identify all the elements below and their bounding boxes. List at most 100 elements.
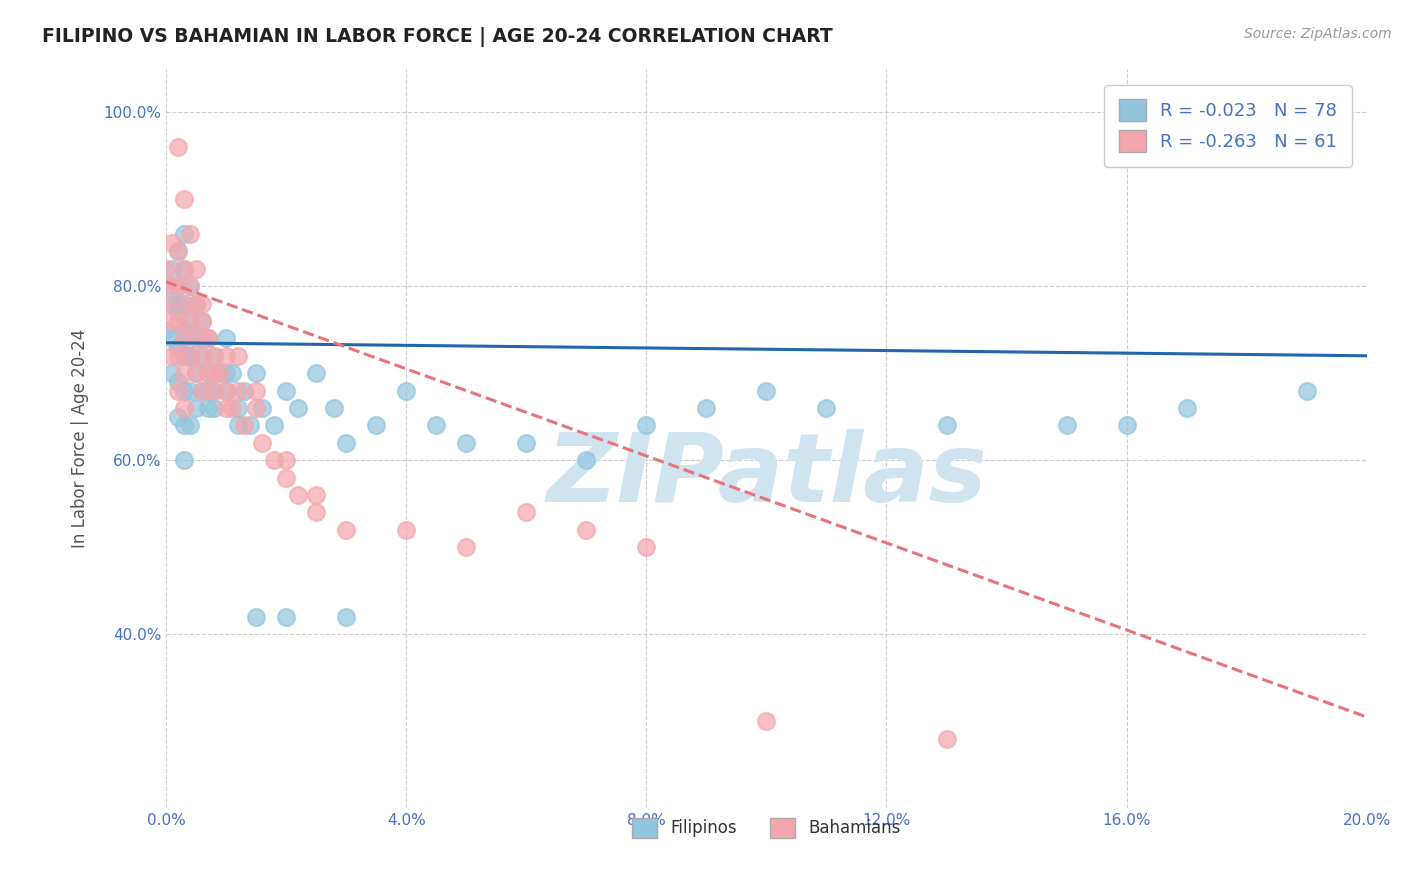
Point [173,349,195,363]
Point [456,541,478,555]
Point [221,401,243,415]
Point [173,453,195,467]
Point [305,366,328,380]
Point [179,314,201,328]
Y-axis label: In Labor Force | Age 20-24: In Labor Force | Age 20-24 [72,329,89,548]
Point [226,418,249,433]
Point [395,384,418,398]
Point [208,366,231,380]
Point [245,384,267,398]
Point [636,418,658,433]
Point [202,349,225,363]
Point [335,610,357,624]
Point [245,401,267,415]
Point [197,401,219,415]
Point [226,349,249,363]
Point [173,384,195,398]
Point [305,506,328,520]
Point [184,366,207,380]
Point [274,384,297,398]
Point [167,244,190,259]
Point [287,488,309,502]
Point [233,418,256,433]
Point [274,470,297,484]
Point [395,523,418,537]
Point [184,296,207,310]
Legend: Filipinos, Bahamians: Filipinos, Bahamians [626,811,907,845]
Point [695,401,717,415]
Point [184,331,207,345]
Point [226,384,249,398]
Point [935,418,957,433]
Point [274,453,297,467]
Point [215,331,238,345]
Point [155,261,177,276]
Point [179,314,201,328]
Point [515,435,537,450]
Point [1175,401,1198,415]
Point [160,261,183,276]
Point [323,401,346,415]
Point [184,296,207,310]
Point [575,523,598,537]
Point [215,401,238,415]
Point [173,331,195,345]
Point [202,401,225,415]
Point [250,435,273,450]
Point [202,384,225,398]
Point [167,140,190,154]
Point [179,349,201,363]
Point [160,349,183,363]
Text: ZIPatlas: ZIPatlas [546,429,987,522]
Text: FILIPINO VS BAHAMIAN IN LABOR FORCE | AGE 20-24 CORRELATION CHART: FILIPINO VS BAHAMIAN IN LABOR FORCE | AG… [42,27,832,46]
Point [167,314,190,328]
Point [167,296,190,310]
Point [335,435,357,450]
Point [167,349,190,363]
Point [815,401,838,415]
Point [191,384,214,398]
Point [245,366,267,380]
Point [755,384,778,398]
Point [179,418,201,433]
Point [160,314,183,328]
Point [208,366,231,380]
Point [636,541,658,555]
Point [167,375,190,389]
Text: Source: ZipAtlas.com: Source: ZipAtlas.com [1244,27,1392,41]
Point [215,366,238,380]
Point [167,279,190,293]
Point [179,279,201,293]
Point [202,366,225,380]
Point [155,296,177,310]
Point [160,296,183,310]
Point [155,279,177,293]
Point [173,192,195,206]
Point [173,331,195,345]
Point [1056,418,1078,433]
Point [179,279,201,293]
Point [197,366,219,380]
Point [425,418,447,433]
Point [263,453,285,467]
Point [173,296,195,310]
Point [191,314,214,328]
Point [366,418,388,433]
Point [160,235,183,250]
Point [173,261,195,276]
Point [215,349,238,363]
Point [250,401,273,415]
Point [191,384,214,398]
Point [197,366,219,380]
Point [515,506,537,520]
Point [226,401,249,415]
Point [191,314,214,328]
Point [160,279,183,293]
Point [274,610,297,624]
Point [202,384,225,398]
Point [233,384,256,398]
Point [179,384,201,398]
Point [1295,384,1317,398]
Point [305,488,328,502]
Point [245,610,267,624]
